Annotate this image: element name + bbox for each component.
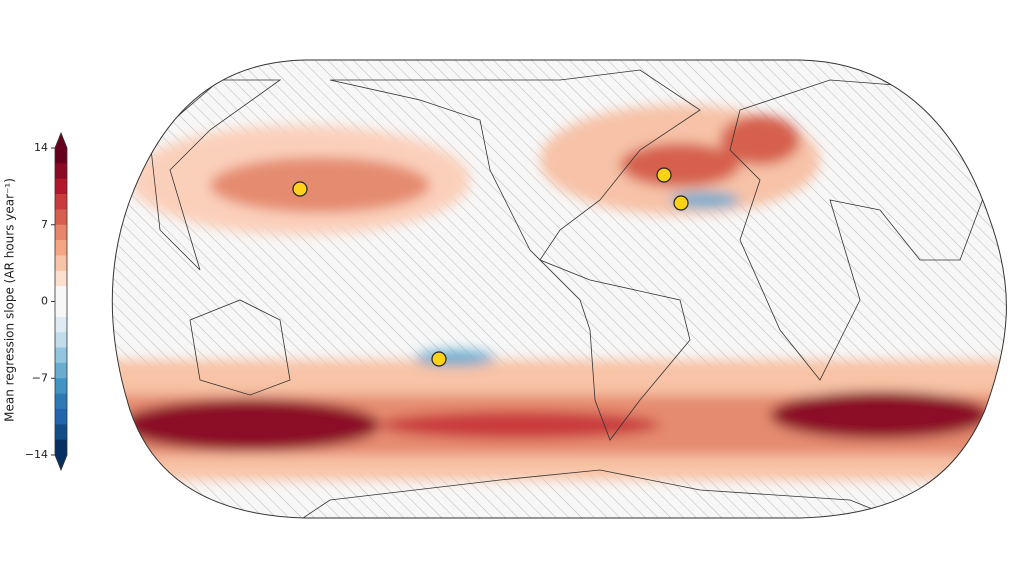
colorbar: 14 7 0 −7 −14 [25,131,68,472]
colorbar-band [55,424,67,440]
americas [329,69,701,441]
colorbar-tick-label: 0 [41,295,48,308]
marker [292,181,308,197]
marker [673,195,689,211]
colorbar-tick-label: −14 [25,448,48,461]
australia [189,299,291,396]
colorbar-tick-label: −7 [32,371,48,384]
colorbar-tick-label: 14 [34,141,48,154]
colorbar-band [55,393,67,410]
colorbar-extend-bottom [55,455,67,470]
colorbar-band [55,163,67,179]
colorbar-band [55,362,67,379]
colorbar-band [55,316,67,333]
colorbar-band [55,378,67,394]
colorbar-extend-top [55,133,67,148]
colorbar-band [55,270,67,287]
colorbar-band [55,224,67,241]
marker [656,167,672,183]
colorbar-band [55,148,67,164]
colorbar-band [55,178,67,195]
map-field [112,60,1007,518]
asia-east [149,79,282,271]
marker [431,351,447,367]
colorbar-tick-label: 7 [41,218,48,231]
colorbar-band [55,439,67,456]
map-outline [111,59,1007,519]
antarctica [298,469,901,518]
colorbar-band [55,301,67,318]
colorbar-band [55,209,67,226]
colorbar-band [55,347,67,364]
colorbar-band [55,194,67,210]
colorbar-band [55,240,67,256]
colorbar-band [55,286,67,302]
colorbar-band [55,332,67,348]
colorbar-band [55,408,67,425]
markers [292,167,689,367]
colorbar-band [55,255,67,272]
colorbar-label: Mean regression slope (AR hours year⁻¹) [3,178,17,422]
